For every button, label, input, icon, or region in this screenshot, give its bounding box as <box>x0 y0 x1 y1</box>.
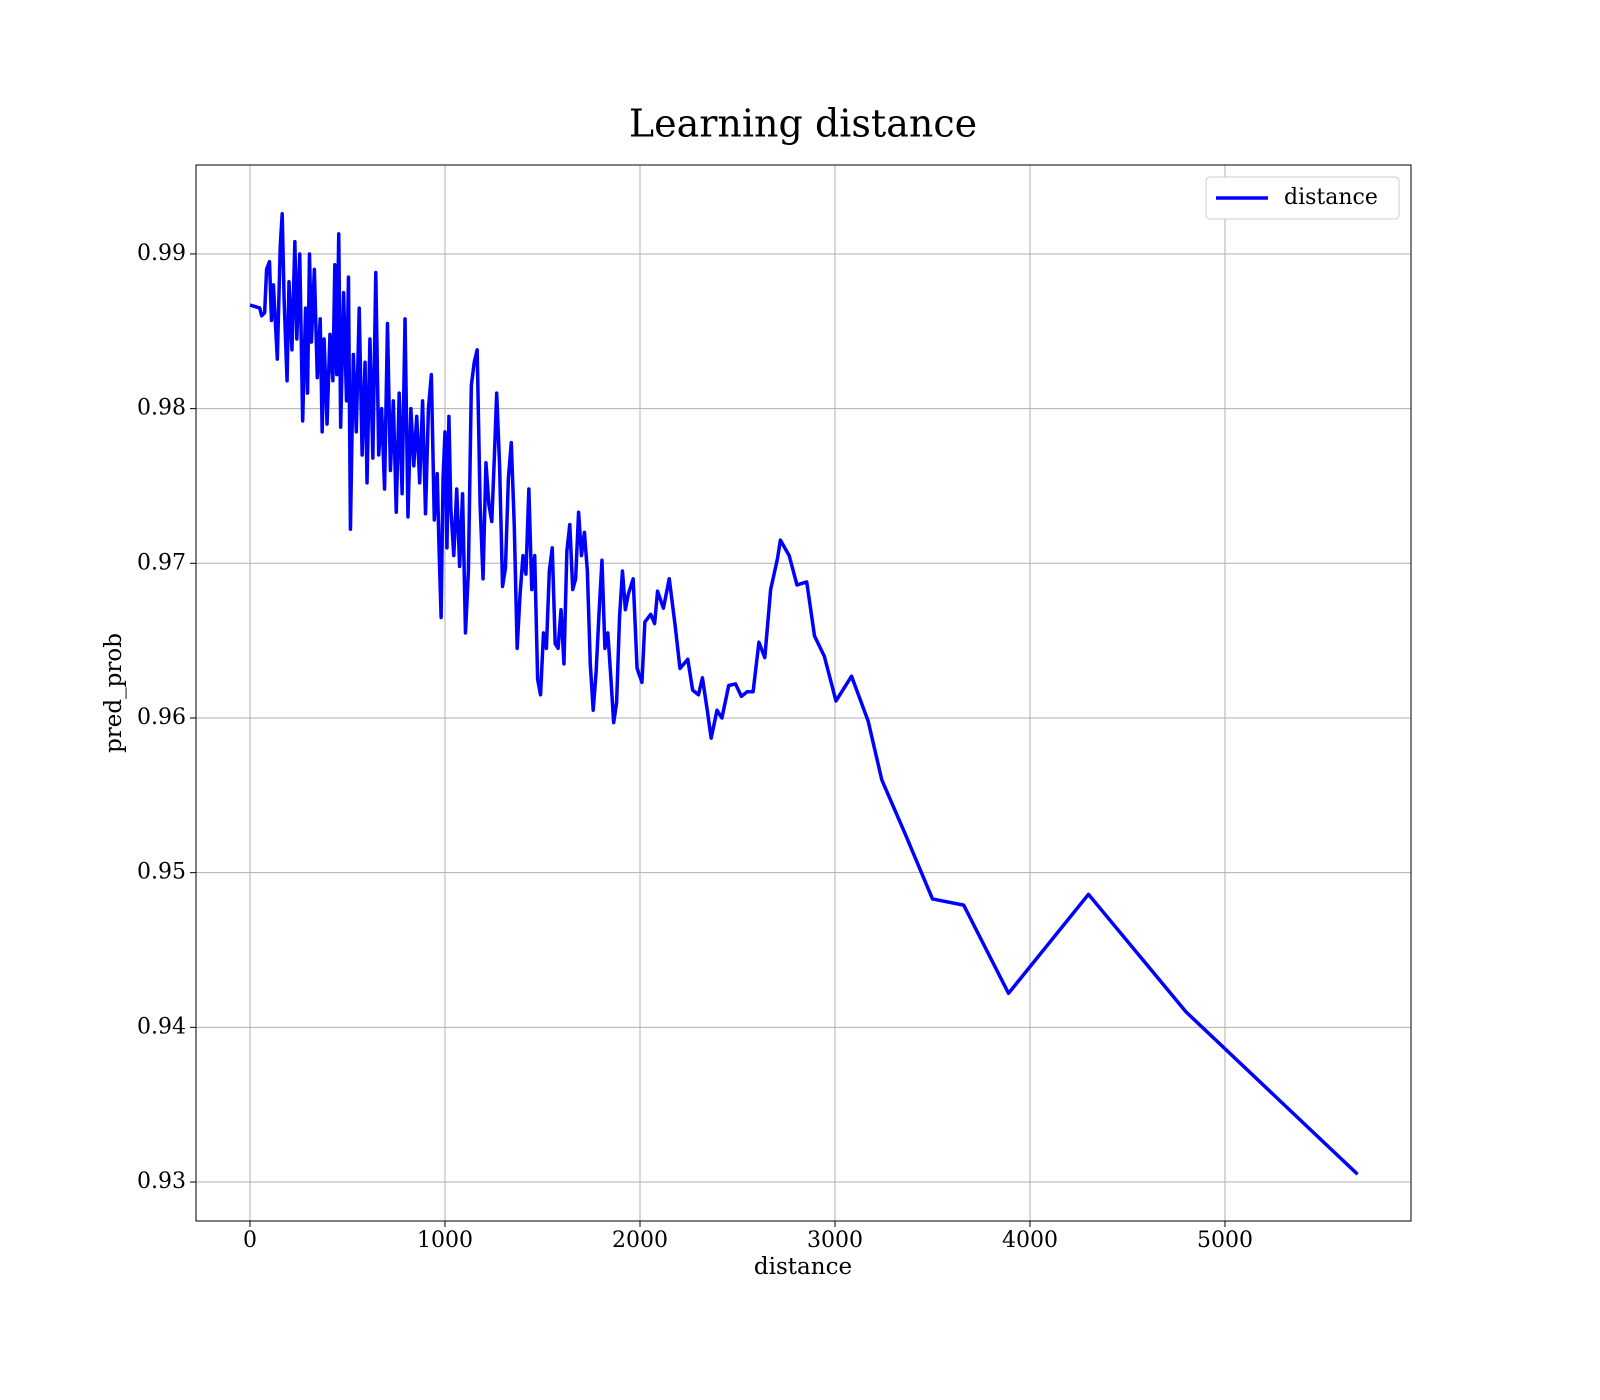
x-tick-label: 1000 <box>417 1228 473 1253</box>
x-tick-label: 4000 <box>1002 1228 1058 1253</box>
x-tick-label: 3000 <box>807 1228 863 1253</box>
plot-frame <box>195 164 1412 1222</box>
y-tick-label: 0.97 <box>137 550 186 575</box>
y-tick-label: 0.96 <box>137 705 186 730</box>
y-tick-label: 0.99 <box>137 241 186 266</box>
x-tick-label: 5000 <box>1197 1228 1253 1253</box>
y-tick-label: 0.95 <box>137 860 186 885</box>
data-line <box>249 211 1359 1176</box>
chart-title: Learning distance <box>629 102 977 146</box>
y-tick-label: 0.98 <box>137 396 186 421</box>
y-tick-label: 0.93 <box>137 1169 186 1194</box>
y-axis-label: pred_prob <box>101 633 127 753</box>
legend-box <box>1205 176 1400 220</box>
x-tick-label: 0 <box>243 1228 257 1253</box>
x-axis-label: distance <box>754 1254 852 1280</box>
legend-label: distance <box>1284 185 1378 210</box>
x-tick-label: 2000 <box>612 1228 668 1253</box>
y-tick-label: 0.94 <box>137 1014 186 1039</box>
